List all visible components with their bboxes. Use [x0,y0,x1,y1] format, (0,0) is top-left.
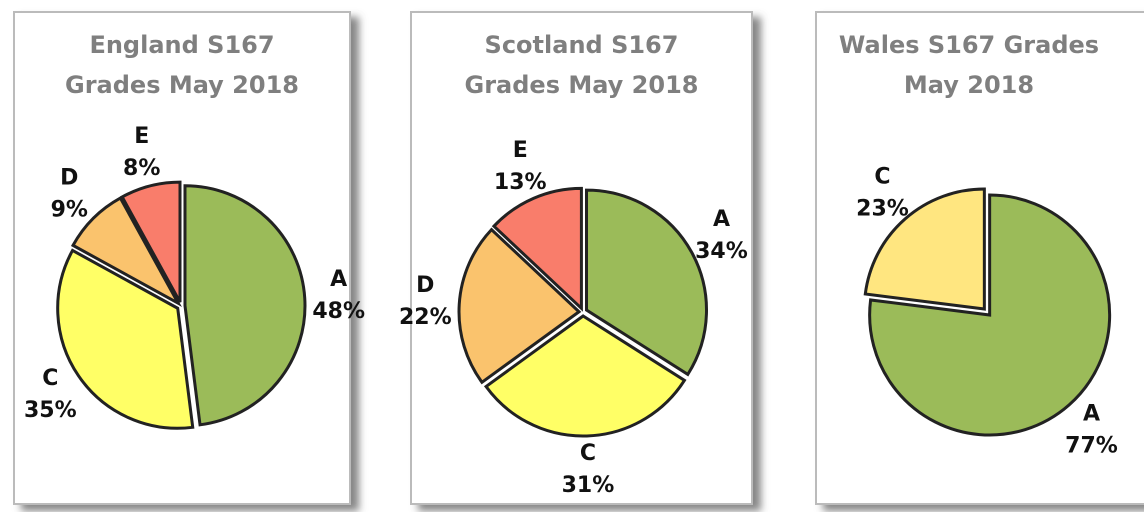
slice-label: 77% [1065,434,1118,459]
pie-slice [491,186,583,312]
pie-slice [120,180,182,303]
slice-category: D [416,273,434,298]
pie-slice [457,227,582,385]
slice-label: 48% [312,299,365,324]
slice-label: 34% [695,239,748,264]
slice-category: E [134,124,149,149]
chart-title: Wales S167 Grades [839,31,1099,59]
chart-title: Scotland S167 [485,31,679,59]
slice-category: A [1083,402,1100,427]
slice-label: 35% [24,398,77,423]
slice-category: A [330,267,347,292]
slice-label: 22% [399,305,452,330]
chart-title: Grades May 2018 [465,71,699,99]
slice-label: 23% [856,196,909,221]
pie-slice [863,187,986,311]
pie-slice [56,248,195,430]
slice-category: D [60,165,78,190]
slice-category: A [713,207,730,232]
slice-category: C [42,366,58,391]
pie-slice [483,314,687,438]
slice-category: C [874,164,890,189]
pie-slice [70,195,182,307]
slice-label: 31% [562,473,615,498]
chart-title: Grades May 2018 [65,71,299,99]
slice-label: 13% [494,170,547,195]
pie-slice [183,184,307,427]
pie-slice [585,188,708,377]
slice-category: C [580,441,596,466]
chart-title: England S167 [89,31,274,59]
slice-category: E [513,138,528,163]
slice-label: 9% [51,197,88,222]
chart-title: May 2018 [904,71,1034,99]
slice-label: 8% [123,156,160,181]
pie-slice [868,193,1112,437]
